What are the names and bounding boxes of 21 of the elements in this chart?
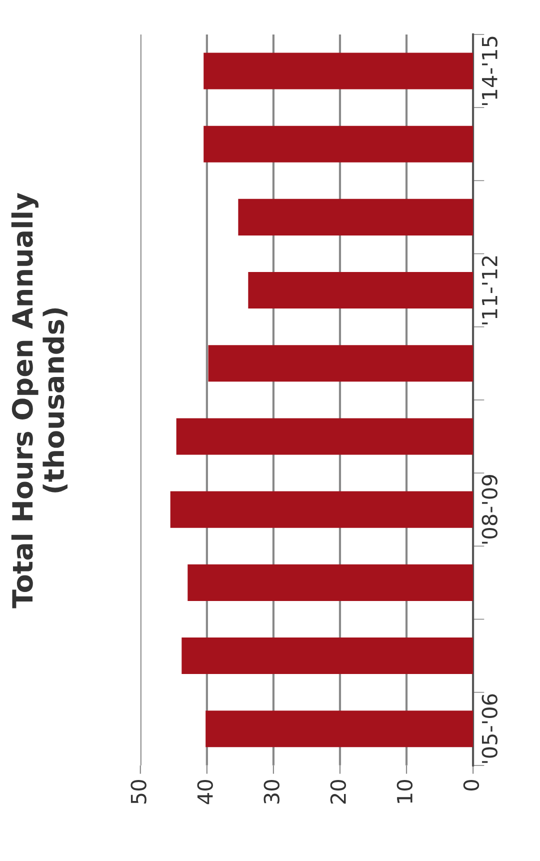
x-tick-label: 30 (264, 780, 280, 804)
bar (176, 418, 474, 455)
bar (170, 491, 474, 528)
x-tick-label: 10 (396, 780, 413, 803)
bar (238, 198, 474, 236)
text: Total Hours Open Annually (thousands) (11, 192, 68, 608)
y-tick-label: '14-'15 (482, 36, 498, 105)
bar (208, 345, 474, 382)
x-tick-label: 20 (330, 780, 346, 804)
x-tick-label: 50 (130, 780, 146, 804)
y-tick-label: '08-'09 (482, 475, 498, 544)
bar (206, 710, 474, 748)
y-tick-label: '05-'06 (482, 694, 498, 763)
bar (188, 564, 474, 601)
x-tick-label: 40 (197, 780, 213, 804)
x-tick-label: 0 (463, 780, 480, 791)
bar (182, 638, 474, 674)
bar (248, 272, 474, 309)
bar (204, 52, 474, 90)
bar (204, 126, 474, 162)
y-tick-label: '11-'12 (482, 256, 498, 324)
